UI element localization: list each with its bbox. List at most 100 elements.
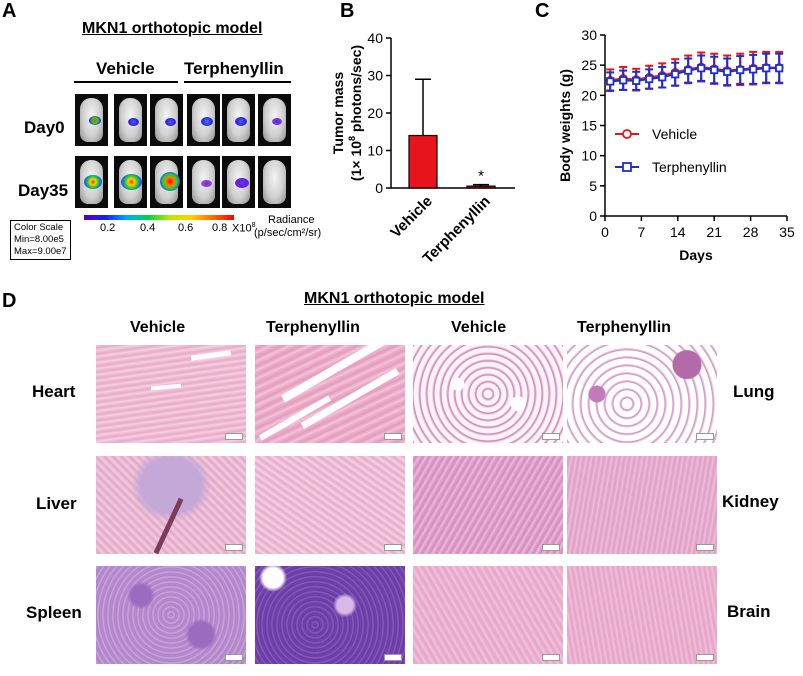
legend-label-vehicle: Vehicle xyxy=(652,126,697,142)
y-tick-label: 10 xyxy=(581,148,597,164)
row-label-day35: Day35 xyxy=(18,181,69,200)
histology-heart-terphenyllin xyxy=(255,345,405,443)
histology-brain-terphenyllin xyxy=(567,566,717,664)
color-scale-box: Color Scale Min=8.00e5 Max=9.00e7 xyxy=(10,220,71,260)
histology-brain-vehicle xyxy=(413,566,563,664)
y-tick-label: 20 xyxy=(581,87,597,103)
mouse-image-terphenyllin-day35-3 xyxy=(258,156,291,208)
y-tick-label: 0 xyxy=(375,180,383,196)
data-point-terphenyllin xyxy=(762,64,771,73)
mouse-image-terphenyllin-day0-2 xyxy=(222,94,255,146)
histology-heart-vehicle xyxy=(96,345,246,443)
y-tick-label: 40 xyxy=(367,30,383,46)
bar-vehicle xyxy=(408,134,438,189)
data-point-terphenyllin xyxy=(606,77,615,86)
y-tick-label: 10 xyxy=(367,143,383,159)
legend-marker-vehicle xyxy=(622,129,632,139)
panel-b-letter: B xyxy=(340,0,355,22)
x-tick-label: Vehicle xyxy=(387,193,436,242)
data-point-terphenyllin xyxy=(736,65,745,75)
panel-a-group-vehicle: Vehicle xyxy=(96,59,155,78)
data-point-terphenyllin xyxy=(619,76,628,85)
colorbar-tick-0.2: 0.2 xyxy=(100,222,116,234)
y-tick-label: 5 xyxy=(589,178,597,194)
data-point-terphenyllin xyxy=(632,76,641,85)
x-tick-label: 35 xyxy=(779,224,795,240)
tissue-label-liver: Liver xyxy=(36,494,77,513)
color-scale-min: Min=8.00e5 xyxy=(14,234,64,245)
data-point-terphenyllin xyxy=(749,65,758,74)
data-point-terphenyllin xyxy=(684,66,693,75)
body-weight-line-chart: 0 5 10 15 20 25 30 0 7 14 21 28 35 Days Body weights (… xyxy=(557,27,795,263)
group-underline-vehicle xyxy=(74,81,178,83)
colorbar-multiplier-base: X10 xyxy=(232,222,252,235)
y-label-suffix: photons/sec) xyxy=(348,45,364,136)
mouse-image-terphenyllin-day35-2 xyxy=(222,156,255,208)
colorbar-tick-0.8: 0.8 xyxy=(212,222,228,234)
y-axis-label-line2: (1× 108 photons/sec) xyxy=(347,45,364,181)
mouse-image-terphenyllin-day0-1 xyxy=(187,94,220,146)
bar-terphenyllin xyxy=(466,185,496,189)
data-point-terphenyllin xyxy=(775,64,784,73)
radiance-unit: (p/sec/cm²/sr) xyxy=(254,227,322,239)
histology-spleen-terphenyllin xyxy=(255,566,405,664)
y-label-exponent: 8 xyxy=(347,136,357,141)
panel-d-col-vehicle-1: Vehicle xyxy=(130,319,186,336)
y-axis-label-line1: Tumor mass xyxy=(330,72,346,154)
histology-lung-vehicle xyxy=(413,345,563,443)
y-label-prefix: (1× 10 xyxy=(348,141,364,181)
color-scale-max: Max=9.00e7 xyxy=(14,246,67,257)
histology-lung-terphenyllin xyxy=(567,345,717,443)
significance-marker: * xyxy=(478,168,484,185)
tissue-label-kidney: Kidney xyxy=(722,492,779,511)
data-point-terphenyllin xyxy=(697,64,706,73)
panel-a-letter: A xyxy=(2,0,17,22)
y-tick-label: 30 xyxy=(581,27,597,43)
histology-spleen-vehicle xyxy=(96,566,246,664)
panel-d-col-terphenyllin-1: Terphenyllin xyxy=(266,319,360,336)
tissue-label-spleen: Spleen xyxy=(26,603,82,622)
data-point-terphenyllin xyxy=(645,74,654,84)
radiance-label: Radiance xyxy=(268,214,315,226)
tissue-label-brain: Brain xyxy=(727,602,771,621)
panel-d-col-vehicle-2: Vehicle xyxy=(451,319,507,336)
mouse-image-vehicle-day0-3 xyxy=(150,94,183,146)
data-point-terphenyllin xyxy=(671,70,680,79)
x-tick-label: 0 xyxy=(601,224,609,240)
panel-a-title: MKN1 orthotopic model xyxy=(82,20,263,37)
tumor-mass-bar-chart: 0 10 20 30 40 Tumor mass(1× 108 photons/sec) V… xyxy=(330,30,515,267)
y-tick-label: 20 xyxy=(367,105,383,121)
legend-marker-terphenyllin xyxy=(622,162,632,172)
panel-c-letter: C xyxy=(535,0,550,22)
color-scale-title: Color Scale xyxy=(14,222,64,233)
mouse-image-vehicle-day35-2 xyxy=(114,156,147,208)
tissue-label-lung: Lung xyxy=(733,382,775,401)
data-point-terphenyllin xyxy=(710,65,719,75)
y-tick-label: 15 xyxy=(581,118,597,134)
panel-d-col-terphenyllin-2: Terphenyllin xyxy=(577,319,671,336)
colorbar-multiplier-exp: 8 xyxy=(251,222,256,229)
mouse-image-terphenyllin-day0-3 xyxy=(258,94,291,146)
y-tick-label: 0 xyxy=(589,208,597,224)
panel-a-group-terphenyllin: Terphenyllin xyxy=(184,59,284,78)
y-axis-label: Body weights (g) xyxy=(557,69,573,182)
x-axis-label: Days xyxy=(679,247,713,263)
histology-liver-vehicle xyxy=(96,456,246,554)
colorbar xyxy=(84,215,234,220)
data-point-terphenyllin xyxy=(723,67,732,76)
histology-kidney-terphenyllin xyxy=(567,456,717,554)
mouse-image-vehicle-day35-1 xyxy=(75,156,108,208)
colorbar-tick-0.4: 0.4 xyxy=(140,222,156,234)
y-tick-label: 30 xyxy=(367,68,383,84)
tissue-label-heart: Heart xyxy=(32,382,76,401)
mouse-image-vehicle-day0-1 xyxy=(75,94,108,146)
data-point-terphenyllin xyxy=(658,73,667,82)
panel-d-letter: D xyxy=(2,290,17,312)
panel-d-title: MKN1 orthotopic model xyxy=(304,290,485,307)
mouse-image-terphenyllin-day35-1 xyxy=(187,156,220,208)
histology-liver-terphenyllin xyxy=(255,456,405,554)
group-underline-terphenyllin xyxy=(184,81,291,83)
x-tick-label: 14 xyxy=(670,224,686,240)
colorbar-multiplier: X108 xyxy=(232,222,255,235)
mouse-image-vehicle-day0-2 xyxy=(114,94,147,146)
